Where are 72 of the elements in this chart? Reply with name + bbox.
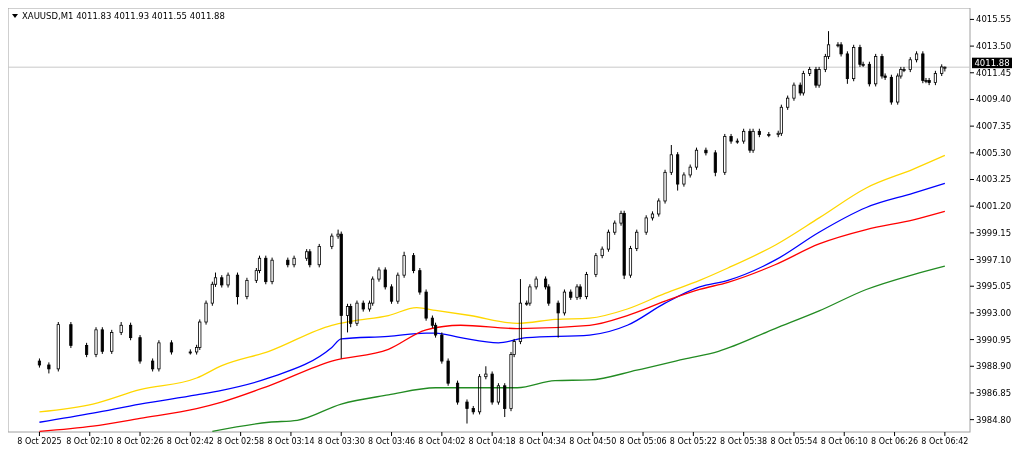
y-tick-label: 3990.95 [976, 334, 1012, 345]
y-tick-label: 4009.40 [976, 94, 1012, 105]
chart-title: XAUUSD,M1 4011.83 4011.93 4011.55 4011.88 [22, 11, 225, 21]
candlestick [682, 171, 686, 188]
x-tick-label: 8 Oct 06:10 [820, 437, 868, 446]
y-tick-label: 4011.45 [976, 67, 1012, 78]
x-tick-label: 8 Oct 05:38 [720, 437, 768, 446]
y-tick-label: 3986.85 [976, 387, 1012, 398]
x-tick-label: 8 Oct 03:46 [368, 437, 416, 446]
candlestick [817, 66, 821, 89]
ref-line-label: 4011.88 [974, 57, 1010, 68]
candlestick [389, 283, 394, 305]
y-tick-label: 3993.00 [976, 307, 1012, 318]
candlestick [455, 380, 460, 406]
y-tick-label: 3984.80 [976, 414, 1012, 425]
x-tick-label: 8 Oct 05:54 [770, 437, 818, 446]
x-tick-label: 8 Oct 02:58 [217, 437, 265, 446]
y-tick-label: 3999.15 [976, 227, 1012, 238]
y-tick-label: 4001.20 [976, 201, 1012, 212]
x-tick-label: 8 Oct 04:34 [518, 437, 566, 446]
x-tick-label: 8 Oct 05:22 [669, 437, 717, 446]
y-tick-label: 4013.50 [976, 41, 1012, 52]
x-tick-label: 8 Oct 04:50 [569, 437, 617, 446]
x-tick-label: 8 Oct 04:02 [418, 437, 466, 446]
candlestick [880, 53, 884, 80]
candlestick [138, 334, 142, 365]
y-tick-label: 4015.55 [976, 14, 1012, 25]
candlestick [292, 255, 296, 268]
candlestick [446, 357, 450, 387]
x-tick-label: 8 Oct 2025 [17, 437, 62, 446]
x-tick-label: 8 Oct 02:10 [66, 437, 114, 446]
candlestick [47, 361, 51, 374]
candlestick [226, 272, 230, 289]
candlestick [814, 66, 818, 89]
x-tick-label: 8 Oct 03:30 [317, 437, 365, 446]
candlestick [235, 272, 240, 305]
x-tick-label: 8 Oct 04:18 [468, 437, 516, 446]
y-tick-label: 4003.25 [976, 174, 1012, 185]
y-tick-label: 3995.05 [976, 281, 1012, 292]
y-tick-label: 3988.90 [976, 361, 1012, 372]
candlestick [556, 300, 560, 339]
candlestick [383, 266, 387, 290]
candlestick [465, 398, 469, 425]
y-tick-label: 3997.10 [976, 254, 1012, 265]
candlestick [94, 326, 98, 358]
candlestick [69, 321, 73, 349]
y-tick-label: 4007.35 [976, 121, 1012, 132]
candlestick [377, 266, 381, 283]
x-tick-label: 8 Oct 06:42 [921, 437, 969, 446]
x-tick-label: 8 Oct 02:26 [116, 437, 164, 446]
candlestick [503, 382, 507, 418]
candlestick [704, 147, 708, 156]
candlestick [411, 252, 416, 274]
line-series [211, 265, 946, 432]
candlestick [100, 326, 104, 355]
candlestick [484, 365, 488, 380]
candlestick [418, 267, 422, 296]
x-tick-label: 8 Oct 05:06 [619, 437, 667, 446]
x-tick-label: 8 Oct 06:26 [871, 437, 919, 446]
candlestick [264, 255, 268, 285]
candlestick [663, 169, 667, 205]
y-tick-label: 4005.30 [976, 147, 1012, 158]
candlestick [713, 149, 717, 177]
x-tick-label: 8 Oct 03:14 [267, 437, 315, 446]
candlestick [748, 128, 752, 154]
candlestick [867, 61, 871, 87]
candlestick [402, 251, 406, 279]
candlestick [594, 252, 598, 278]
candlestick [270, 257, 274, 285]
candlestick [751, 128, 755, 154]
candlestick [245, 277, 249, 300]
x-tick-label: 8 Oct 02:42 [166, 437, 214, 446]
